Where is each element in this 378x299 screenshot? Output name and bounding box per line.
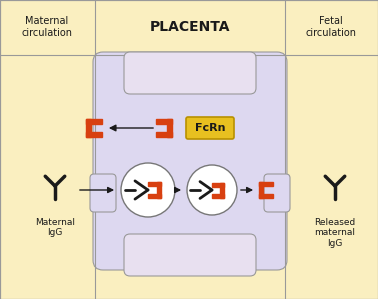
Text: Released
maternal
IgG: Released maternal IgG [314, 218, 356, 248]
Bar [220, 183, 224, 198]
FancyBboxPatch shape [90, 174, 116, 212]
Bar [86, 119, 102, 124]
Bar [86, 132, 102, 137]
Bar [86, 119, 91, 137]
Bar [148, 182, 161, 186]
FancyBboxPatch shape [93, 52, 287, 270]
FancyBboxPatch shape [124, 52, 256, 94]
Bar [259, 182, 273, 186]
Bar [259, 194, 273, 198]
Bar [212, 183, 224, 187]
Bar [156, 132, 172, 137]
Bar [167, 119, 172, 137]
Bar [212, 194, 224, 198]
Bar [148, 194, 161, 198]
Text: PLACENTA: PLACENTA [150, 20, 230, 34]
FancyBboxPatch shape [124, 234, 256, 276]
FancyBboxPatch shape [186, 117, 234, 139]
FancyBboxPatch shape [264, 174, 290, 212]
Bar [156, 119, 172, 124]
Circle shape [121, 163, 175, 217]
Text: Maternal
IgG: Maternal IgG [35, 218, 75, 237]
Circle shape [187, 165, 237, 215]
Text: FcRn: FcRn [195, 123, 225, 133]
Text: Fetal
circulation: Fetal circulation [305, 16, 356, 38]
Text: Maternal
circulation: Maternal circulation [22, 16, 73, 38]
Bar [259, 182, 263, 198]
Bar [157, 182, 161, 198]
